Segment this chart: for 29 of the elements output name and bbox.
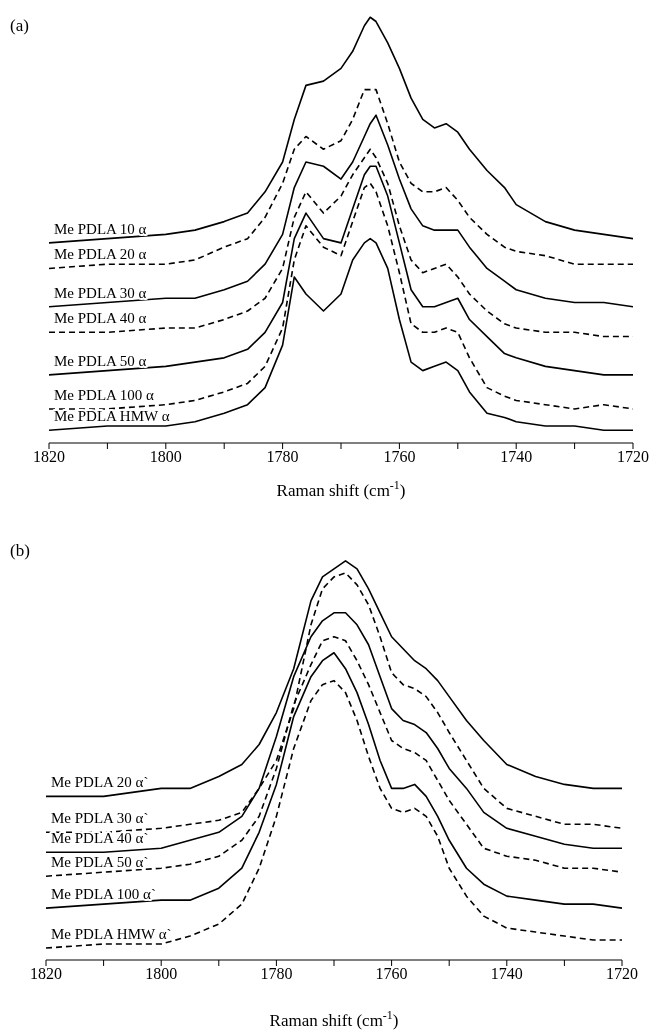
x-tick-label: 1780 [266,448,299,466]
series-label: Me PDLA 30 α` [51,810,149,827]
series-label: Me PDLA 10 α [54,220,147,237]
chart-title: (a) [10,16,29,36]
series-label: Me PDLA HMW α [54,408,170,425]
series-label: Me PDLA 40 α` [51,830,149,847]
series-label: Me PDLA 20 α` [51,774,149,791]
series-label: Me PDLA 40 α [54,310,147,327]
x-tick-label: 1740 [500,448,533,466]
series-label: Me PDLA HMW α` [51,926,172,943]
x-tick-label: 1740 [490,965,523,983]
x-axis-title: Raman shift (cm$^{-1}$) [269,1008,399,1030]
x-tick-label: 1820 [33,448,65,466]
x-tick-label: 1820 [30,965,62,983]
series-label: Me PDLA 100 α [54,386,155,403]
x-tick-label: 1720 [606,965,638,983]
series-label: Me PDLA 100 α` [51,886,156,903]
x-tick-label: 1760 [375,965,408,983]
series-label: Me PDLA 20 α [54,246,147,263]
series-label: Me PDLA 50 α [54,352,147,369]
chart-title: (b) [10,541,30,561]
series-label: Me PDLA 50 α` [51,854,149,871]
x-tick-label: 1760 [383,448,416,466]
x-tick-label: 1800 [149,448,182,466]
x-axis-title: Raman shift (cm$^{-1}$) [276,478,406,500]
x-tick-label: 1800 [145,965,178,983]
series-label: Me PDLA 30 α [54,284,147,301]
x-tick-label: 1780 [260,965,293,983]
x-tick-label: 1720 [617,448,649,466]
